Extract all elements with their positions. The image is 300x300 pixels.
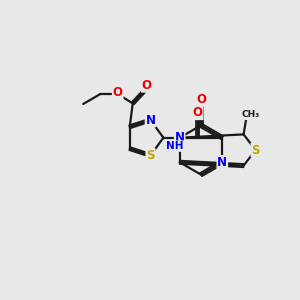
Text: N: N: [146, 113, 155, 127]
Text: CH₃: CH₃: [242, 110, 260, 119]
Text: N: N: [217, 156, 227, 169]
Text: N: N: [175, 131, 185, 144]
Text: O: O: [142, 79, 152, 92]
Text: O: O: [193, 106, 203, 119]
Text: O: O: [196, 93, 206, 106]
Text: S: S: [146, 149, 155, 162]
Text: NH: NH: [167, 141, 184, 151]
Text: S: S: [251, 143, 260, 157]
Text: O: O: [113, 86, 123, 99]
